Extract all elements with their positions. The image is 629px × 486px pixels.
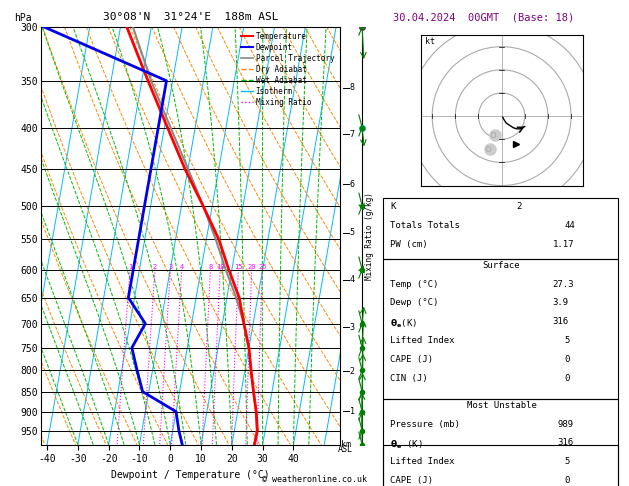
Text: 8: 8: [350, 83, 355, 92]
Text: o: o: [484, 143, 491, 154]
Legend: Temperature, Dewpoint, Parcel Trajectory, Dry Adiabat, Wet Adiabat, Isotherm, Mi: Temperature, Dewpoint, Parcel Trajectory…: [240, 31, 336, 108]
Text: 5: 5: [565, 457, 570, 466]
Text: CIN (J): CIN (J): [390, 374, 428, 382]
Text: 2: 2: [153, 263, 157, 270]
Text: Lifted Index: Lifted Index: [390, 457, 455, 466]
Text: 44: 44: [565, 221, 576, 230]
Text: © weatheronline.co.uk: © weatheronline.co.uk: [262, 474, 367, 484]
Text: Dewp (°C): Dewp (°C): [390, 298, 438, 308]
Text: Lifted Index: Lifted Index: [390, 336, 455, 345]
Bar: [383, 445, 618, 486]
X-axis label: Dewpoint / Temperature (°C): Dewpoint / Temperature (°C): [111, 470, 270, 480]
Bar: [383, 198, 618, 259]
Text: 3: 3: [350, 323, 355, 331]
Text: 1: 1: [128, 263, 132, 270]
Text: 4: 4: [180, 263, 184, 270]
Text: 316: 316: [552, 317, 569, 326]
Text: 2: 2: [350, 367, 355, 376]
Text: km: km: [341, 440, 351, 449]
Text: Temp (°C): Temp (°C): [390, 279, 438, 289]
Text: 8: 8: [208, 263, 213, 270]
Text: Surface: Surface: [483, 261, 520, 270]
Text: 316: 316: [557, 438, 574, 448]
Text: CAPE (J): CAPE (J): [390, 355, 433, 364]
Text: $\mathbf{\theta_e}$ (K): $\mathbf{\theta_e}$ (K): [390, 438, 423, 451]
Text: 989: 989: [557, 419, 574, 429]
Text: 4: 4: [350, 276, 355, 284]
Text: Pressure (mb): Pressure (mb): [390, 419, 460, 429]
Text: 0: 0: [565, 374, 570, 382]
Text: 10: 10: [216, 263, 225, 270]
Text: ASL: ASL: [338, 445, 353, 454]
Text: $\mathbf{\theta_e}$(K): $\mathbf{\theta_e}$(K): [390, 317, 418, 330]
Text: 2: 2: [516, 202, 521, 211]
Text: K: K: [390, 202, 396, 211]
Text: 7: 7: [350, 130, 355, 139]
Text: CAPE (J): CAPE (J): [390, 476, 433, 485]
Text: Totals Totals: Totals Totals: [390, 221, 460, 230]
Text: Mixing Ratio (g/kg): Mixing Ratio (g/kg): [365, 192, 374, 279]
Bar: [383, 259, 618, 399]
Text: 5: 5: [565, 336, 570, 345]
Text: kt: kt: [425, 37, 435, 46]
Text: 30.04.2024  00GMT  (Base: 18): 30.04.2024 00GMT (Base: 18): [393, 12, 574, 22]
Text: 25: 25: [258, 263, 267, 270]
Text: 15: 15: [234, 263, 243, 270]
Text: 30°08'N  31°24'E  188m ASL: 30°08'N 31°24'E 188m ASL: [103, 12, 278, 22]
Text: Most Unstable: Most Unstable: [467, 401, 537, 410]
Text: 3.9: 3.9: [552, 298, 569, 308]
Text: 27.3: 27.3: [552, 279, 574, 289]
Text: 6: 6: [350, 179, 355, 189]
Text: hPa: hPa: [14, 13, 31, 22]
Text: 20: 20: [247, 263, 256, 270]
Text: 0: 0: [565, 355, 570, 364]
Text: 1.17: 1.17: [552, 240, 574, 249]
Text: 0: 0: [565, 476, 570, 485]
Text: 5: 5: [350, 228, 355, 237]
Text: 1: 1: [350, 407, 355, 416]
Text: 3: 3: [169, 263, 172, 270]
Bar: [383, 399, 618, 486]
Text: o: o: [489, 130, 496, 139]
Text: PW (cm): PW (cm): [390, 240, 428, 249]
